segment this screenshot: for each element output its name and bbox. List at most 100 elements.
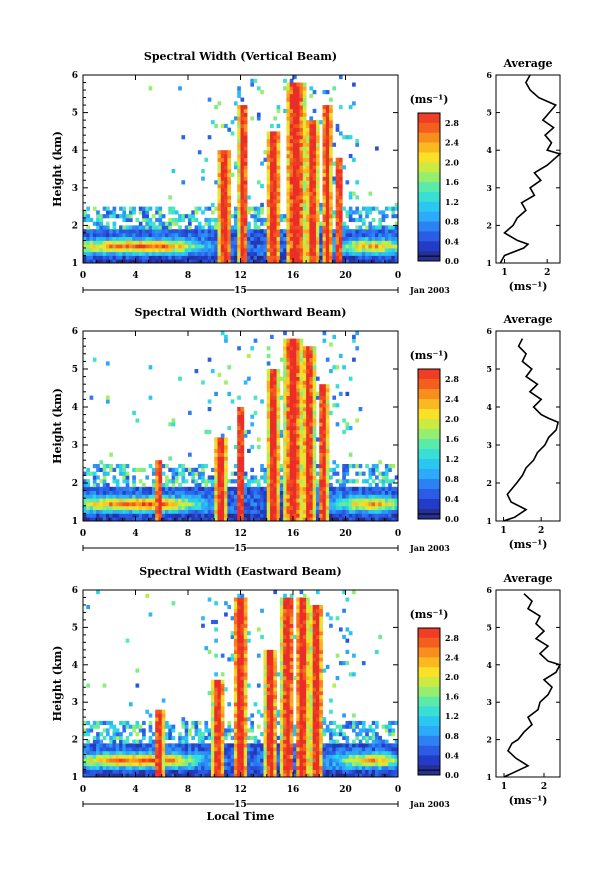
heatmap-cell [89, 255, 94, 260]
heatmap-cell [237, 441, 241, 446]
heatmap-cell [329, 490, 333, 495]
y-axis-label: Height (km) [51, 131, 64, 207]
heatmap-cell [184, 236, 189, 241]
heatmap-cell [217, 709, 222, 714]
heatmap-cell [122, 244, 127, 249]
heatmap-cell [151, 505, 156, 510]
heatmap-cell [99, 762, 104, 767]
heatmap-cell [266, 131, 271, 136]
heatmap-cell [243, 698, 248, 703]
heatmap-cell [188, 240, 192, 245]
heatmap-cell [289, 513, 294, 518]
heatmap-cell [371, 502, 376, 507]
heatmap-cell [237, 593, 241, 598]
heatmap-cell [240, 236, 245, 241]
heatmap-cell [227, 505, 232, 510]
heatmap-cell [224, 176, 228, 181]
heatmap-cell [204, 750, 209, 755]
heatmap-cell [112, 769, 117, 774]
heatmap-cell [260, 236, 264, 241]
heatmap-cell [145, 769, 150, 774]
heatmap-cell [296, 350, 300, 355]
heatmap-cell [302, 346, 307, 351]
heatmap-cell [102, 255, 107, 260]
heatmap-cell [217, 232, 222, 238]
heatmap-cell [240, 195, 245, 200]
heatmap-cell [89, 232, 94, 238]
heatmap-cell [270, 146, 274, 151]
heatmap-cell [329, 509, 333, 514]
heatmap-cell [309, 395, 314, 400]
heatmap-cell [220, 717, 225, 722]
heatmap-cell [296, 388, 300, 393]
heatmap-cell [283, 467, 287, 472]
heatmap-cell [329, 146, 333, 151]
heatmap-cell [306, 369, 310, 374]
heatmap-cell [122, 236, 127, 241]
heatmap-cell [276, 229, 281, 234]
heatmap-cell [188, 251, 192, 256]
heatmap-cell [319, 467, 323, 472]
heatmap-cell [89, 494, 94, 499]
heatmap-cell [322, 195, 327, 200]
heatmap-cell [319, 509, 323, 514]
heatmap-cell [224, 236, 228, 241]
heatmap-cell [283, 376, 287, 381]
heatmap-cell [302, 479, 307, 484]
heatmap-cell [237, 623, 241, 628]
heatmap-cell [233, 251, 238, 256]
heatmap-cell [299, 407, 304, 412]
heatmap-cell [306, 191, 310, 196]
heatmap-cell [312, 376, 317, 381]
heatmap-cell [155, 765, 159, 770]
heatmap-cell [296, 255, 300, 260]
heatmap-cell [161, 236, 166, 241]
heatmap-cell [302, 433, 307, 438]
heatmap-cell [286, 479, 291, 484]
heatmap-cell [132, 505, 136, 510]
colorbar-segment [418, 449, 440, 460]
heatmap-cell [217, 475, 222, 480]
heatmap-cell [381, 505, 386, 510]
heatmap-cell [348, 376, 353, 381]
heatmap-cell [227, 232, 232, 238]
heatmap-cell [253, 410, 258, 415]
heatmap-cell [201, 750, 205, 755]
heatmap-cell [306, 172, 310, 177]
heatmap-cell [240, 668, 245, 673]
heatmap-cell [384, 229, 389, 234]
heatmap-cell [178, 483, 182, 488]
heatmap-cell [361, 490, 366, 495]
heatmap-cell [388, 479, 392, 484]
heatmap-cell [283, 486, 287, 491]
heatmap-cell [309, 365, 314, 370]
heatmap-cell [197, 735, 202, 740]
heatmap-cell [391, 513, 396, 518]
heatmap-cell [112, 486, 117, 491]
heatmap-cell [358, 240, 363, 245]
heatmap-cell [96, 490, 100, 495]
heatmap-cell [266, 391, 271, 396]
heatmap-cell [220, 498, 225, 503]
heatmap-cell [253, 255, 258, 260]
colorbar-tick-label: 1.6 [445, 434, 459, 444]
heatmap-cell [309, 445, 314, 450]
heatmap-cell [266, 229, 271, 234]
heatmap-cell [92, 747, 97, 752]
heatmap-cell [237, 418, 241, 423]
heatmap-cell [220, 490, 225, 495]
heatmap-cell [145, 217, 150, 223]
heatmap-cell [358, 259, 363, 264]
heatmap-cell [325, 131, 330, 136]
heatmap-cell [289, 391, 294, 396]
heatmap-cell [224, 769, 228, 774]
heatmap-cell [325, 153, 330, 159]
heatmap-cell [181, 232, 186, 238]
average-frame [495, 330, 561, 522]
heatmap-cell [102, 475, 107, 480]
heatmap-cell [243, 153, 248, 159]
heatmap-cell [184, 486, 189, 491]
heatmap-cell [289, 498, 294, 503]
heatmap-cell [263, 475, 268, 480]
heatmap-cell [138, 251, 143, 256]
